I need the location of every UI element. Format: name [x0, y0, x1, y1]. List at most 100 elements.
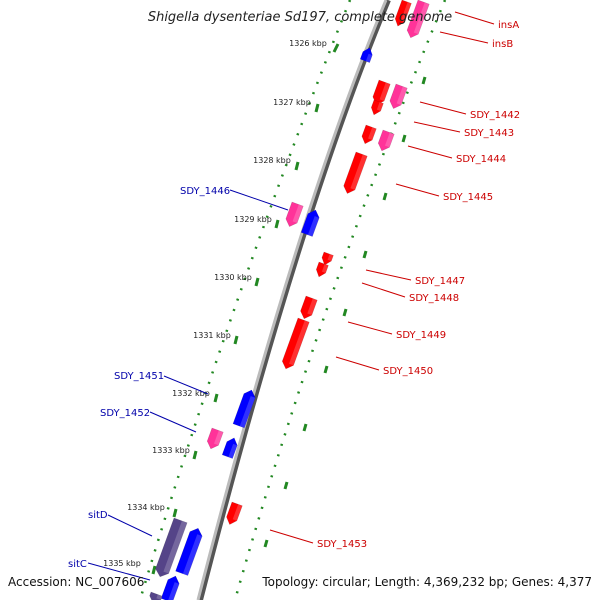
- gene-arrow-rev-1326: [359, 47, 373, 63]
- gene-arrow-rev-1326-body: [359, 47, 373, 63]
- forward-gene-leader: [395, 183, 440, 197]
- gene-arrow-insA-body: [394, 0, 412, 27]
- kbp-tick-label: 1326 kbp: [289, 39, 327, 48]
- gene-arrow-SDY_1452-body: [221, 437, 238, 459]
- reverse-gene-leader: [229, 189, 289, 211]
- gene-arrow-SDY_1443-shade: [396, 86, 408, 106]
- gene-arrow-SDY_1453-body: [226, 501, 243, 525]
- genome-title: Shigella dysenteriae Sd197, complete gen…: [147, 10, 453, 25]
- reverse-gene-leader: [163, 375, 209, 395]
- reverse-gene-label: SDY_1452: [100, 408, 150, 419]
- gene-arrow-SDY_1444a-body: [361, 124, 377, 145]
- gene-arrow-SDY_1452-pink: [206, 427, 224, 450]
- gene-arrow-SDY_1444b: [377, 129, 395, 152]
- kbp-major-tick: [254, 277, 260, 287]
- forward-gene-leader: [361, 282, 406, 298]
- kbp-tick-label: 1333 kbp: [152, 446, 190, 455]
- outer-major-tick: [323, 365, 329, 374]
- inner-tick-ring: [138, 0, 352, 600]
- forward-gene-leader: [439, 31, 489, 44]
- kbp-tick-label: 1334 kbp: [127, 503, 165, 512]
- kbp-major-tick: [192, 450, 198, 460]
- forward-gene-label: SDY_1444: [456, 154, 506, 165]
- outer-major-tick: [421, 76, 427, 85]
- reverse-gene-leader: [149, 411, 197, 433]
- gene-arrow-SDY_1446-pink: [285, 201, 304, 227]
- gene-arrow-SDY_1446-body: [300, 209, 320, 237]
- forward-gene-label: SDY_1450: [383, 366, 433, 377]
- gene-arrow-SDY_1452-pink-body: [206, 427, 224, 450]
- gene-arrow-insA: [394, 0, 412, 27]
- gene-arrow-SDY_1450: [281, 317, 310, 370]
- gene-arrow-SDY_1448-body: [315, 261, 329, 278]
- outer-major-tick: [382, 192, 388, 201]
- kbp-major-tick: [294, 161, 300, 171]
- gene-arrow-SDY_1443-body: [389, 83, 408, 109]
- kbp-major-tick: [151, 565, 157, 575]
- gene-arrow-sitD: [155, 517, 188, 578]
- kbp-tick-label: 1327 kbp: [273, 98, 311, 107]
- forward-gene-leader: [269, 529, 314, 544]
- reverse-gene-label: SDY_1451: [114, 371, 164, 382]
- gene-arrow-sitC-extra-shade: [167, 582, 180, 600]
- gene-arrow-SDY_1447-shade: [327, 254, 334, 262]
- gene-arrow-SDY_1448: [315, 261, 329, 278]
- gene-arrow-sitC-extra: [160, 575, 180, 600]
- gene-arrow-insB: [406, 0, 430, 39]
- gene-arrow-sitC-body: [175, 527, 203, 576]
- gene-arrow-SDY_1444b-shade: [384, 132, 395, 148]
- gene-arrow-SDY_1450-shade: [289, 320, 310, 366]
- gene-arrow-SDY_1451: [232, 389, 256, 429]
- gene-arrow-sitD-body: [155, 517, 188, 578]
- gene-arrow-bottom-shade: [156, 594, 163, 600]
- forward-gene-label: SDY_1442: [470, 110, 520, 121]
- forward-gene-label: insA: [498, 20, 519, 31]
- gene-arrow-SDY_1447: [321, 251, 334, 266]
- kbp-tick-label: 1331 kbp: [193, 331, 231, 340]
- outer-major-tick: [302, 423, 308, 432]
- accession-label: Accession: NC_007606: [8, 575, 145, 589]
- gene-arrow-SDY_1448-shade: [321, 264, 329, 273]
- gene-arrow-SDY_1451-body: [232, 389, 256, 429]
- gene-arrow-SDY_1442b-shade: [376, 102, 384, 111]
- gene-arrow-SDY_1444b-body: [377, 129, 395, 152]
- kbp-tick-label: 1330 kbp: [214, 273, 252, 282]
- reverse-gene-leader: [107, 514, 153, 537]
- gene-arrow-SDY_1450-body: [281, 317, 310, 370]
- gene-arrow-SDY_1452-shade: [228, 443, 238, 459]
- kbp-major-tick: [213, 393, 219, 403]
- gene-arrow-SDY_1452: [221, 437, 238, 459]
- forward-gene-leader: [413, 121, 461, 133]
- gene-arrow-sitC: [175, 527, 203, 576]
- kbp-tick-label: 1329 kbp: [234, 215, 272, 224]
- gene-arrow-SDY_1446-pink-body: [285, 201, 304, 227]
- kbp-tick-label: 1335 kbp: [103, 559, 141, 568]
- forward-gene-label: SDY_1445: [443, 192, 493, 203]
- gene-arrow-SDY_1445: [343, 151, 368, 194]
- gene-arrow-SDY_1453-shade: [232, 504, 243, 521]
- forward-gene-label: SDY_1453: [317, 539, 367, 550]
- forward-gene-leader: [419, 101, 467, 115]
- gene-arrow-sitC-extra-body: [160, 575, 180, 600]
- gene-arrow-SDY_1449: [300, 295, 318, 320]
- kbp-major-tick: [233, 335, 239, 345]
- outer-major-tick: [362, 250, 368, 259]
- outer-major-tick: [401, 134, 407, 143]
- forward-gene-leader: [365, 269, 412, 281]
- gene-arrow-SDY_1442b: [370, 99, 384, 116]
- kbp-tick-label: 1332 kbp: [172, 389, 210, 398]
- gene-arrow-insB-body: [406, 0, 430, 39]
- gene-arrow-SDY_1452-pink-shade: [213, 430, 224, 446]
- gene-arrow-SDY_1453: [226, 501, 243, 525]
- gene-arrow-bottom: [149, 591, 163, 600]
- kbp-major-tick: [314, 103, 320, 113]
- gene-arrow-SDY_1451-shade: [239, 396, 256, 428]
- gene-arrow-SDY_1449-shade: [307, 298, 318, 316]
- backbone-shadow: [197, 0, 391, 600]
- forward-gene-label: SDY_1448: [409, 293, 459, 304]
- forward-gene-leader: [407, 145, 453, 159]
- outer-major-tick: [342, 308, 348, 317]
- kbp-major-tick: [332, 43, 340, 53]
